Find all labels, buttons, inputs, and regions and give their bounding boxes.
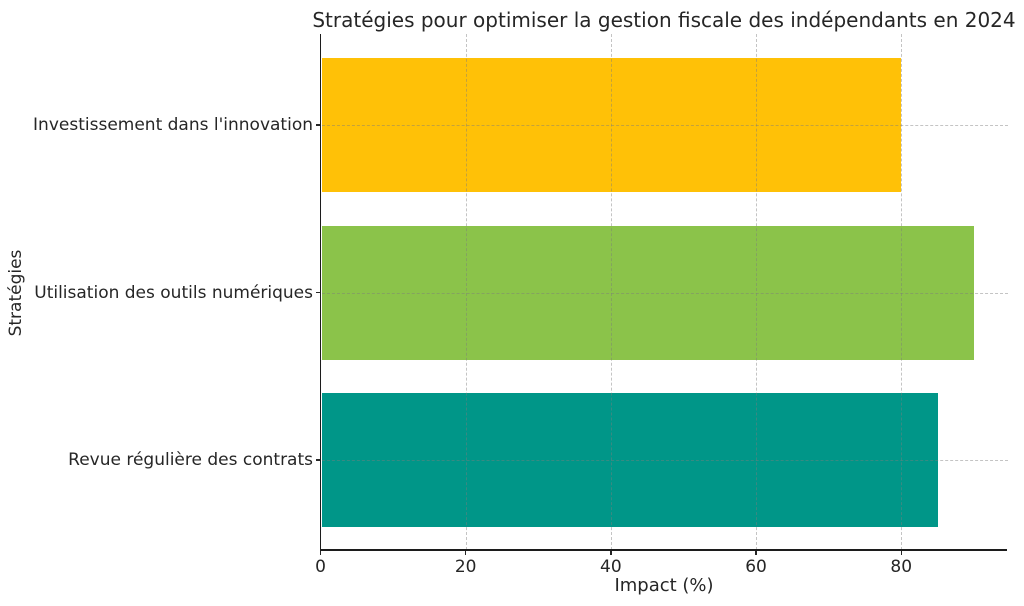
y-tick-1 [315,291,321,294]
gridline-horizontal-2 [321,460,1008,461]
bar-2 [321,393,938,527]
chart-title: Stratégies pour optimiser la gestion fis… [312,8,1016,32]
gridline-vertical-3 [756,34,758,550]
bottom-axis-spine [319,549,1008,551]
x-tick-label-3: 60 [745,556,767,577]
y-tick-0 [315,124,321,126]
x-tick-label-2: 40 [600,556,622,577]
bar-1 [321,225,974,360]
y-tick-2 [315,459,321,461]
bar-0 [321,58,902,192]
x-tick-1 [464,549,467,555]
category-label-1: Utilisation des outils numériques [34,282,313,303]
x-tick-2 [610,549,612,555]
gridline-horizontal-1 [321,292,1008,294]
left-axis-spine [319,34,322,552]
x-tick-3 [755,549,757,555]
category-label-0: Investissement dans l'innovation [33,115,313,135]
category-label-2: Revue régulière des contrats [68,450,313,470]
x-tick-4 [900,549,902,555]
x-tick-label-1: 20 [454,556,477,577]
x-tick-label-4: 80 [890,556,913,577]
gridline-vertical-2 [610,34,612,550]
x-tick-0 [319,549,322,555]
gridline-horizontal-0 [321,125,1008,126]
gridline-vertical-1 [465,34,467,550]
x-axis-title: Impact (%) [614,575,714,596]
x-tick-label-0: 0 [315,556,326,577]
gridline-vertical-4 [901,34,903,550]
